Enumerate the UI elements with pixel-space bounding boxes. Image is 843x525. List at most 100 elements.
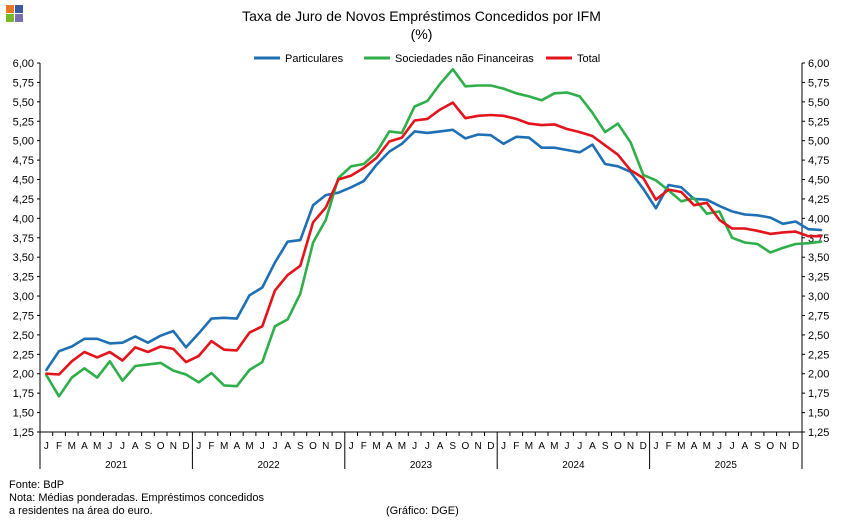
y-tick-label-left: 4,50 bbox=[13, 175, 34, 187]
x-month-label: M bbox=[220, 441, 228, 452]
y-tick-label-right: 6,00 bbox=[808, 58, 829, 70]
x-month-label: S bbox=[297, 441, 304, 452]
x-month-label: S bbox=[145, 441, 152, 452]
x-month-label: M bbox=[677, 441, 685, 452]
x-month-label: J bbox=[349, 441, 354, 452]
x-month-label: M bbox=[550, 441, 558, 452]
series-line-sociedades-nao-financeiras bbox=[45, 67, 823, 398]
x-month-label: N bbox=[170, 441, 177, 452]
y-tick-label-left: 5,25 bbox=[13, 116, 34, 128]
chart-title: Taxa de Juro de Novos Empréstimos Conced… bbox=[242, 8, 601, 24]
x-year-label: 2025 bbox=[715, 460, 738, 471]
bdp-logo bbox=[6, 5, 24, 23]
x-month-label: D bbox=[640, 441, 647, 452]
x-month-label: M bbox=[398, 441, 406, 452]
x-month-label: A bbox=[742, 441, 749, 452]
x-month-label: S bbox=[602, 441, 609, 452]
x-month-label: M bbox=[372, 441, 380, 452]
x-month-label: N bbox=[627, 441, 634, 452]
x-month-label: D bbox=[487, 441, 494, 452]
x-month-label: A bbox=[284, 441, 291, 452]
logo-square-blue bbox=[15, 5, 23, 13]
x-month-label: O bbox=[157, 441, 165, 452]
series-line-total bbox=[45, 101, 823, 376]
x-month-label: A bbox=[234, 441, 241, 452]
x-month-label: F bbox=[56, 441, 62, 452]
x-year-label: 2023 bbox=[410, 460, 433, 471]
logo-square-purple bbox=[15, 14, 23, 22]
y-tick-label-left: 4,00 bbox=[13, 213, 34, 225]
source-note: Fonte: BdP bbox=[9, 479, 65, 491]
x-month-label: J bbox=[730, 441, 735, 452]
y-tick-label-right: 3,00 bbox=[808, 291, 829, 303]
x-month-label: N bbox=[475, 441, 482, 452]
x-month-label: J bbox=[196, 441, 201, 452]
x-month-label: J bbox=[717, 441, 722, 452]
y-tick-label-right: 4,50 bbox=[808, 175, 829, 187]
x-month-label: O bbox=[462, 441, 470, 452]
y-tick-label-right: 2,25 bbox=[808, 349, 829, 361]
logo-square-orange bbox=[6, 5, 14, 13]
x-month-label: O bbox=[614, 441, 622, 452]
y-tick-label-right: 1,25 bbox=[808, 427, 829, 439]
x-month-label: J bbox=[272, 441, 277, 452]
y-tick-label-right: 5,50 bbox=[808, 97, 829, 109]
y-tick-label-right: 5,00 bbox=[808, 136, 829, 148]
x-year-label: 2022 bbox=[257, 460, 280, 471]
x-month-label: J bbox=[107, 441, 112, 452]
y-tick-label-left: 3,25 bbox=[13, 272, 34, 284]
x-month-label: J bbox=[501, 441, 506, 452]
x-month-label: O bbox=[309, 441, 317, 452]
y-tick-label-right: 5,75 bbox=[808, 77, 829, 89]
x-month-label: J bbox=[577, 441, 582, 452]
x-month-label: M bbox=[525, 441, 533, 452]
x-month-label: D bbox=[792, 441, 799, 452]
x-month-label: A bbox=[589, 441, 596, 452]
series-line-particulares bbox=[45, 128, 823, 372]
y-tick-label-left: 5,00 bbox=[13, 136, 34, 148]
x-month-label: F bbox=[666, 441, 672, 452]
x-month-label: D bbox=[182, 441, 189, 452]
x-month-label: O bbox=[766, 441, 774, 452]
x-month-label: D bbox=[335, 441, 342, 452]
y-tick-label-right: 1,50 bbox=[808, 408, 829, 420]
chart-subtitle: (%) bbox=[410, 26, 433, 42]
x-month-label: M bbox=[68, 441, 76, 452]
y-tick-label-left: 3,00 bbox=[13, 291, 34, 303]
y-tick-label-left: 4,25 bbox=[13, 194, 34, 206]
y-tick-label-right: 3,50 bbox=[808, 252, 829, 264]
x-month-label: J bbox=[425, 441, 430, 452]
x-year-label: 2024 bbox=[562, 460, 585, 471]
y-tick-label-left: 2,00 bbox=[13, 369, 34, 381]
x-month-label: A bbox=[538, 441, 545, 452]
legend-label: Total bbox=[577, 53, 600, 65]
y-tick-label-left: 6,00 bbox=[13, 58, 34, 70]
y-tick-label-right: 4,75 bbox=[808, 155, 829, 167]
y-tick-label-right: 4,25 bbox=[808, 194, 829, 206]
y-tick-label-left: 5,50 bbox=[13, 97, 34, 109]
x-month-label: J bbox=[412, 441, 417, 452]
x-month-label: J bbox=[260, 441, 265, 452]
y-tick-label-left: 3,50 bbox=[13, 252, 34, 264]
x-month-label: A bbox=[81, 441, 88, 452]
x-month-label: A bbox=[132, 441, 139, 452]
x-month-label: J bbox=[565, 441, 570, 452]
y-tick-label-right: 2,75 bbox=[808, 310, 829, 322]
y-tick-label-left: 2,50 bbox=[13, 330, 34, 342]
y-tick-label-left: 4,75 bbox=[13, 155, 34, 167]
y-tick-label-left: 1,50 bbox=[13, 408, 34, 420]
y-tick-label-left: 3,75 bbox=[13, 233, 34, 245]
x-month-label: S bbox=[449, 441, 456, 452]
y-tick-label-left: 1,75 bbox=[13, 388, 34, 400]
y-tick-label-left: 2,75 bbox=[13, 310, 34, 322]
x-month-label: F bbox=[208, 441, 214, 452]
x-month-label: A bbox=[386, 441, 393, 452]
x-month-label: M bbox=[245, 441, 253, 452]
legend-label: Sociedades não Financeiras bbox=[395, 53, 534, 65]
x-month-label: F bbox=[513, 441, 519, 452]
x-month-label: A bbox=[437, 441, 444, 452]
x-month-label: M bbox=[703, 441, 711, 452]
note-line-1: Nota: Médias ponderadas. Empréstimos con… bbox=[9, 492, 264, 504]
x-year-label: 2021 bbox=[105, 460, 128, 471]
